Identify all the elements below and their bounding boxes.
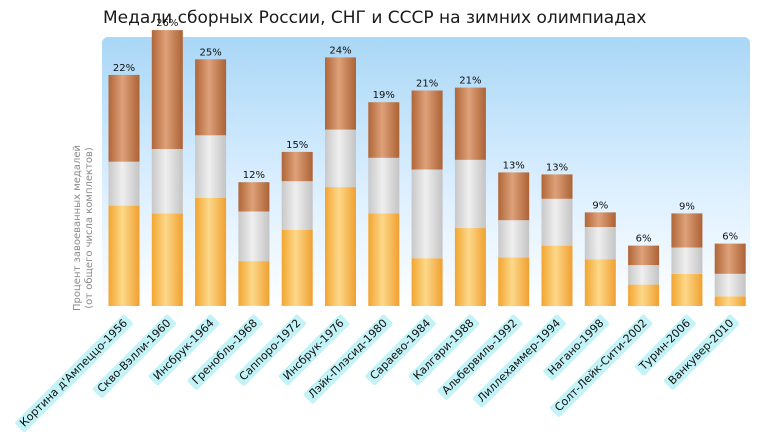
- bar-bronze-11: [584, 212, 616, 227]
- bar-silver-3: [238, 211, 270, 262]
- x-tick-bg-6: [303, 314, 393, 404]
- bar-bronze-4: [281, 151, 313, 182]
- x-tick-bg-4: [234, 314, 307, 386]
- bar-bronze-2: [195, 59, 227, 136]
- x-tick-bg-2: [148, 314, 220, 386]
- total-label-10: 13%: [546, 162, 568, 173]
- x-tick-label-10: Лиллехаммер-1994: [475, 317, 563, 405]
- total-label-0: 22%: [113, 63, 135, 74]
- bar-silver-7: [411, 169, 443, 259]
- bar-bronze-9: [498, 172, 530, 221]
- bar-silver-6: [368, 157, 400, 214]
- x-tick-6: Лэйк-Плэсид-1980: [303, 314, 393, 404]
- bar-gold-6: [368, 213, 400, 306]
- bar-bronze-5: [325, 57, 356, 130]
- y-axis-label-line-2: (от общего числа комплектов): [84, 147, 95, 309]
- x-tick-bg-7: [365, 314, 436, 386]
- bar-silver-8: [454, 159, 486, 229]
- bar-bronze-1: [151, 30, 183, 150]
- total-label-6: 19%: [373, 90, 395, 101]
- bar-gold-3: [238, 261, 270, 306]
- bar-silver-2: [195, 135, 227, 198]
- total-label-7: 21%: [416, 79, 438, 90]
- bar-gold-13: [671, 273, 703, 306]
- x-tick-bg-14: [663, 314, 740, 390]
- x-tick-bg-0: [15, 314, 133, 433]
- bar-silver-12: [628, 265, 660, 285]
- bar-silver-1: [151, 149, 183, 214]
- bar-bronze-0: [108, 74, 140, 162]
- bar-silver-14: [714, 273, 746, 297]
- bar-bronze-7: [411, 90, 443, 170]
- bar-silver-4: [281, 181, 313, 230]
- bar-gold-9: [498, 257, 530, 307]
- x-tick-bg-13: [634, 314, 696, 376]
- chart-title: Медали сборных России, СНГ и СССР на зим…: [103, 8, 647, 28]
- x-tick-bg-8: [408, 314, 480, 386]
- total-label-3: 12%: [243, 170, 265, 181]
- total-label-2: 25%: [199, 47, 221, 58]
- bar-bronze-14: [714, 243, 746, 274]
- x-tick-bg-1: [92, 314, 177, 398]
- bar-gold-5: [325, 187, 356, 306]
- bar-silver-11: [584, 227, 616, 260]
- bar-silver-13: [671, 247, 703, 274]
- total-label-4: 15%: [286, 140, 308, 151]
- x-tick-bg-11: [543, 314, 610, 381]
- bar-gold-0: [108, 205, 140, 306]
- bar-gold-12: [628, 284, 660, 307]
- bar-bronze-3: [238, 182, 270, 212]
- y-axis-label-line-1: Процент завоеванных медалей: [72, 145, 83, 311]
- total-label-9: 13%: [503, 160, 525, 171]
- bar-silver-10: [541, 198, 573, 246]
- bar-bronze-6: [368, 102, 400, 158]
- total-label-11: 9%: [592, 200, 608, 211]
- bar-gold-2: [195, 197, 227, 306]
- bar-gold-7: [411, 258, 443, 306]
- bar-gold-1: [151, 213, 183, 306]
- total-label-14: 6%: [722, 232, 738, 243]
- total-label-1: 26%: [156, 18, 178, 29]
- bar-bronze-12: [628, 245, 660, 266]
- bar-bronze-10: [541, 174, 573, 199]
- total-label-5: 24%: [329, 45, 351, 56]
- bar-bronze-8: [454, 87, 486, 160]
- total-label-13: 9%: [679, 201, 695, 212]
- x-tick-bg-5: [278, 314, 350, 386]
- x-tick-bg-3: [187, 314, 263, 390]
- total-label-8: 21%: [459, 76, 481, 87]
- x-labels-group: Кортина д'Ампеццо-1956Скво-Вэлли-1960Инс…: [15, 314, 740, 433]
- bar-gold-8: [454, 228, 486, 306]
- bar-silver-0: [108, 161, 140, 206]
- x-tick-1: Скво-Вэлли-1960: [92, 314, 177, 398]
- bars-group: 22% 26% 25% 12% 15% 24% 19% 21% 21% 13% 13% 9% 6% 9% 6…: [108, 18, 746, 307]
- x-tick-label-1: Скво-Вэлли-1960: [95, 317, 174, 396]
- x-tick-bg-10: [472, 314, 566, 408]
- bar-gold-14: [714, 296, 746, 307]
- x-tick-label-9: Альбервиль-1992: [439, 317, 519, 397]
- bar-silver-9: [498, 220, 530, 258]
- x-tick-label-6: Лэйк-Плэсид-1980: [306, 317, 390, 401]
- bar-bronze-13: [671, 213, 703, 248]
- bar-silver-5: [325, 129, 356, 187]
- total-label-12: 6%: [636, 234, 652, 245]
- x-tick-bg-12: [550, 314, 653, 417]
- bar-gold-10: [541, 245, 573, 307]
- bar-gold-11: [584, 259, 616, 306]
- x-tick-bg-9: [437, 314, 523, 400]
- x-tick-9: Альбервиль-1992: [437, 314, 523, 400]
- bar-gold-4: [281, 229, 313, 306]
